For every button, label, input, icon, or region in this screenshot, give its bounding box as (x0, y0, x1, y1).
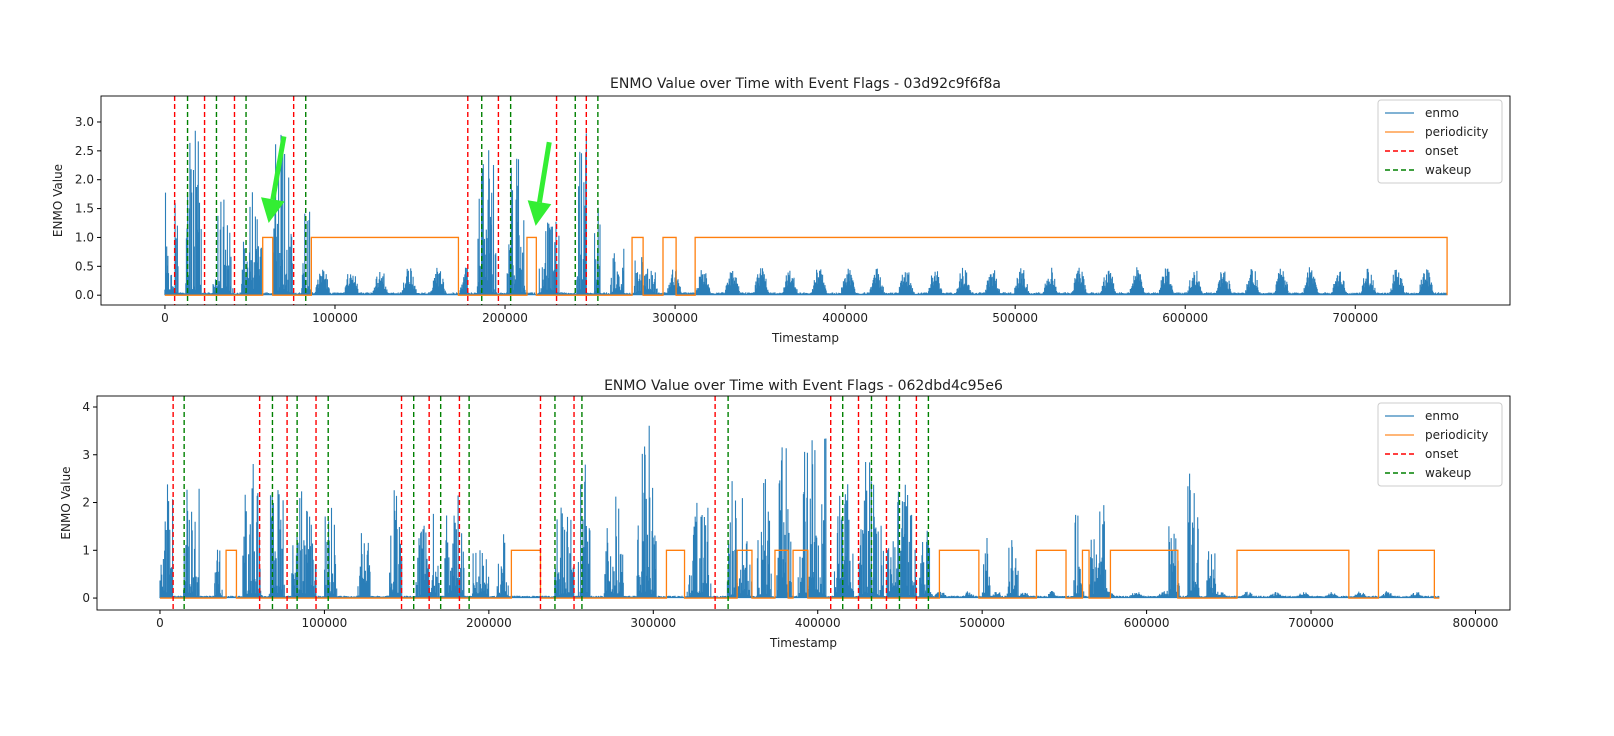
x-tick-label: 500000 (992, 311, 1038, 325)
enmo-series (159, 425, 1440, 599)
x-tick-label: 300000 (652, 311, 698, 325)
legend-label-wakeup: wakeup (1425, 466, 1471, 480)
legend-label-enmo: enmo (1425, 409, 1459, 423)
x-axis-label: Timestamp (769, 636, 837, 650)
x-tick-label: 500000 (959, 616, 1005, 630)
y-tick-label: 0 (82, 591, 90, 605)
plot-area (159, 396, 1440, 610)
y-tick-label: 0.0 (75, 288, 94, 302)
y-tick-label: 0.5 (75, 259, 94, 273)
legend-label-periodicity: periodicity (1425, 125, 1488, 139)
y-axis-label: ENMO Value (51, 164, 65, 237)
y-tick-label: 3 (82, 448, 90, 462)
axes-frame (100, 95, 1511, 306)
legend-label-periodicity: periodicity (1425, 428, 1488, 442)
x-tick-label: 400000 (822, 311, 868, 325)
legend-label-wakeup: wakeup (1425, 163, 1471, 177)
x-tick-label: 200000 (482, 311, 528, 325)
annotation-arrow-head-icon (261, 197, 285, 224)
chart-1: 0 100000 200000 300000 400000 500000 600000 700… (51, 76, 1511, 345)
x-tick-label: 200000 (466, 616, 512, 630)
y-tick-label: 2.5 (75, 144, 94, 158)
legend-box (1377, 99, 1503, 184)
x-tick-label: 300000 (630, 616, 676, 630)
legend-box (1377, 402, 1503, 487)
x-tick-label: 400000 (795, 616, 841, 630)
plot-area (164, 96, 1448, 305)
y-tick-label: 2 (82, 496, 90, 510)
x-tick-label: 700000 (1288, 616, 1334, 630)
x-tick-label: 800000 (1453, 616, 1499, 630)
annotation-arrow-shaft (537, 141, 552, 203)
x-tick-label: 700000 (1332, 311, 1378, 325)
y-tick-label: 4 (82, 400, 90, 414)
x-tick-label: 100000 (302, 616, 348, 630)
x-tick-label: 600000 (1124, 616, 1170, 630)
x-axis-label: Timestamp (771, 331, 839, 345)
legend: enmo periodicity onset wakeup (1377, 402, 1503, 487)
x-tick-label: 100000 (312, 311, 358, 325)
legend-label-onset: onset (1425, 447, 1459, 461)
legend-label-enmo: enmo (1425, 106, 1459, 120)
annotation-arrow-head-icon (527, 200, 552, 226)
x-tick-label: 0 (156, 616, 164, 630)
y-tick-label: 1.0 (75, 230, 94, 244)
periodicity-series (164, 236, 1448, 296)
chart-2: 0 100000 200000 300000 400000 500000 600000 700… (59, 378, 1511, 650)
legend: enmo periodicity onset wakeup (1377, 99, 1503, 184)
y-tick-label: 1 (82, 543, 90, 557)
enmo-series (164, 130, 1448, 296)
annotation-arrow-shaft (270, 135, 287, 200)
y-tick-label: 1.5 (75, 202, 94, 216)
y-tick-label: 2.0 (75, 173, 94, 187)
y-axis-label: ENMO Value (59, 466, 73, 539)
legend-label-onset: onset (1425, 144, 1459, 158)
periodicity-series (159, 549, 1440, 599)
y-tick-label: 3.0 (75, 115, 94, 129)
chart-title: ENMO Value over Time with Event Flags - … (604, 378, 1003, 394)
x-tick-label: 600000 (1162, 311, 1208, 325)
x-tick-label: 0 (161, 311, 169, 325)
chart-title: ENMO Value over Time with Event Flags - … (610, 76, 1001, 92)
